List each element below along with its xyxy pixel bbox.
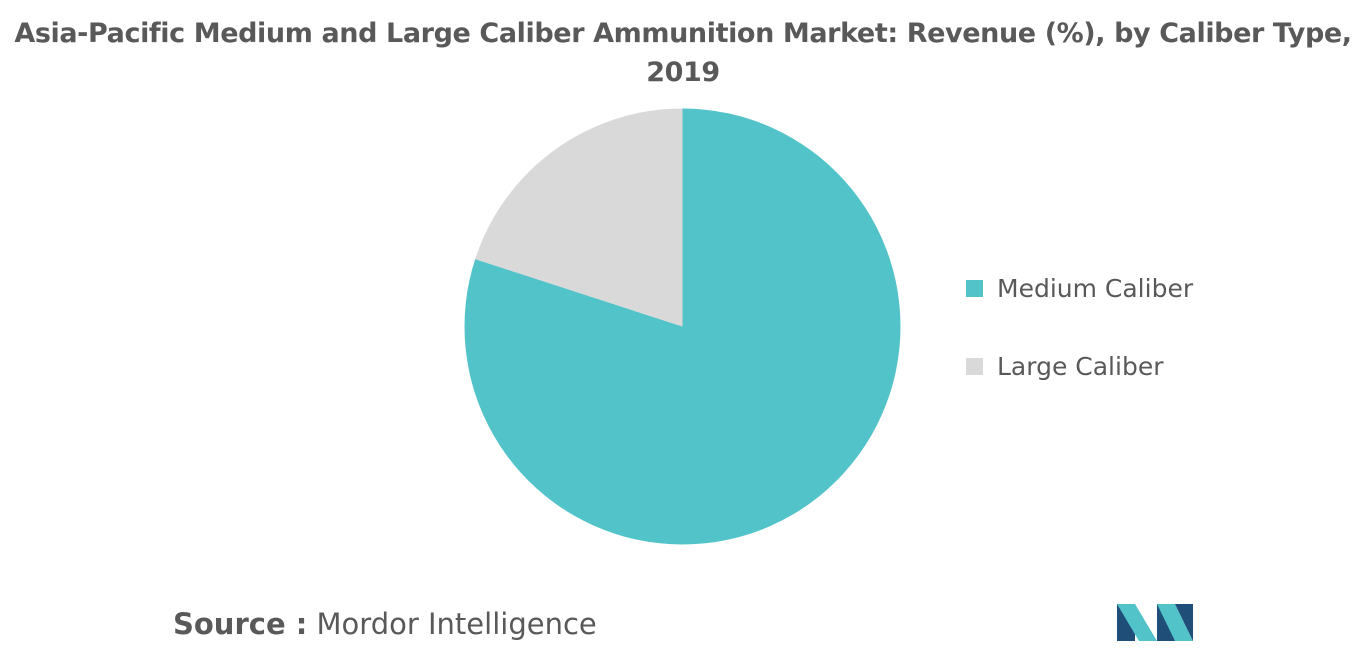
pie-chart <box>464 108 901 545</box>
chart-title: Asia-Pacific Medium and Large Caliber Am… <box>0 14 1366 92</box>
legend-swatch-large-caliber <box>966 357 983 375</box>
source-key: Source : <box>173 607 308 641</box>
legend-item-large-caliber: Large Caliber <box>966 348 1193 384</box>
legend-label-medium-caliber: Medium Caliber <box>997 273 1194 303</box>
legend-item-medium-caliber: Medium Caliber <box>966 270 1193 306</box>
pie-slice-large-caliber <box>475 108 683 327</box>
legend-swatch-medium-caliber <box>966 279 983 297</box>
mordor-intelligence-logo-icon <box>1117 604 1193 641</box>
logo-shape-5 <box>1175 604 1193 641</box>
logo-shape-2 <box>1117 604 1157 641</box>
source-note: Source : Mordor Intelligence <box>173 607 597 641</box>
chart-title-line-1: Asia-Pacific Medium and Large Caliber Am… <box>14 18 1352 49</box>
legend-label-large-caliber: Large Caliber <box>997 351 1164 381</box>
legend: Medium Caliber Large Caliber <box>966 270 1193 426</box>
chart-title-line-2: 2019 <box>646 57 720 88</box>
logo-shape-4 <box>1157 604 1193 641</box>
source-value: Mordor Intelligence <box>316 607 597 641</box>
